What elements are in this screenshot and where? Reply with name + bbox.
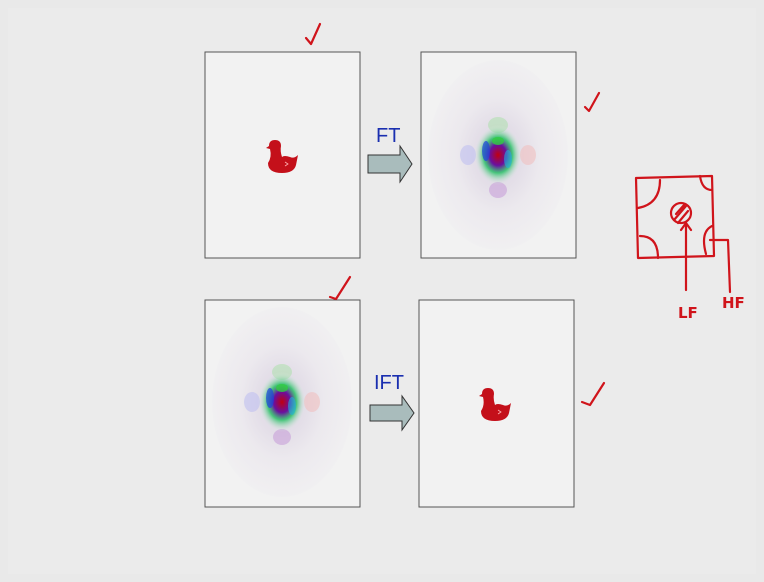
- spectrum-image: [428, 60, 568, 250]
- sketch-label: HF: [722, 294, 745, 312]
- slide-bg: [8, 8, 756, 574]
- sketch-label: LF: [678, 304, 698, 322]
- arrow-label: IFT: [374, 372, 404, 394]
- slide: FT IFT LF HF: [0, 0, 764, 582]
- image-panel: [205, 52, 360, 258]
- spectrum-image: [212, 307, 352, 497]
- image-panel: [419, 300, 574, 507]
- arrow-label: FT: [376, 125, 400, 147]
